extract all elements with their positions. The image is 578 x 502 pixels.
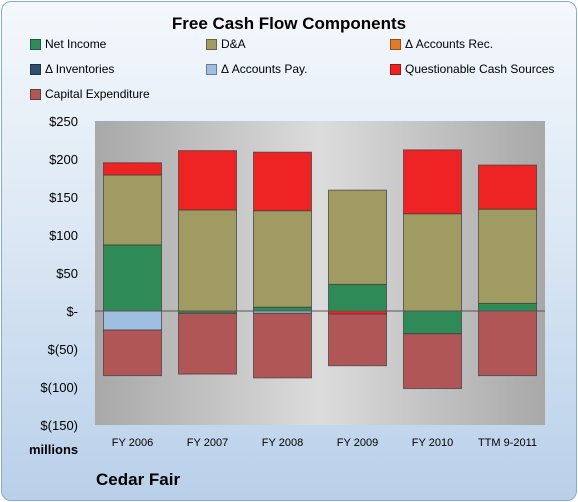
legend-item: Δ Inventories bbox=[30, 62, 114, 76]
x-tick-label: FY 2010 bbox=[412, 437, 453, 449]
legend-label: Δ Accounts Pay. bbox=[221, 62, 308, 76]
bar-segment bbox=[178, 312, 237, 375]
bar-segment bbox=[178, 150, 237, 211]
y-tick-label: $100 bbox=[49, 228, 78, 243]
company-name: Cedar Fair bbox=[96, 470, 181, 489]
legend-item: Net Income bbox=[30, 37, 106, 51]
legend-item: Δ Accounts Pay. bbox=[206, 62, 308, 76]
legend-item: D&A bbox=[206, 37, 246, 51]
legend-label: Δ Inventories bbox=[45, 62, 115, 76]
chart-title: Free Cash Flow Components bbox=[171, 14, 407, 33]
bar-segment bbox=[328, 310, 387, 367]
x-tick-label: FY 2007 bbox=[187, 437, 228, 449]
y-tick-label: $(100) bbox=[40, 380, 78, 395]
y-tick-label: $- bbox=[66, 304, 78, 319]
x-tick-label: FY 2006 bbox=[112, 437, 153, 449]
bar-segment bbox=[403, 213, 462, 312]
bar-segment bbox=[328, 189, 387, 285]
bar-segment bbox=[103, 329, 162, 377]
bar-segment bbox=[253, 210, 312, 308]
legend-label: D&A bbox=[221, 37, 246, 51]
bar-segment bbox=[253, 306, 312, 312]
legend-label: Δ Accounts Rec. bbox=[405, 37, 494, 51]
y-tick-label: $250 bbox=[49, 114, 78, 129]
bar-segment bbox=[103, 174, 162, 246]
bar-segment bbox=[478, 164, 537, 210]
bar-segment bbox=[103, 244, 162, 312]
bar-segment bbox=[253, 312, 312, 379]
bar-segment bbox=[478, 302, 537, 312]
bar-segment bbox=[403, 310, 462, 335]
legend-swatch bbox=[206, 38, 217, 50]
plot-area bbox=[95, 121, 545, 425]
bar-segment bbox=[178, 209, 237, 312]
legend-label: Questionable Cash Sources bbox=[405, 62, 555, 76]
legend-swatch bbox=[390, 63, 401, 75]
legend-item: Questionable Cash Sources bbox=[390, 62, 554, 76]
bar-segment bbox=[478, 208, 537, 304]
bar-segment bbox=[328, 283, 387, 312]
legend-swatch bbox=[390, 38, 401, 50]
x-tick-label: TTM 9-2011 bbox=[478, 437, 537, 449]
y-tick-label: $(150) bbox=[40, 418, 78, 433]
bar-segment bbox=[253, 151, 312, 212]
y-tick-label: $50 bbox=[56, 266, 78, 281]
legend-swatch bbox=[206, 63, 217, 75]
y-tick-label: $(50) bbox=[48, 342, 78, 357]
legend-item: Δ Accounts Rec. bbox=[390, 37, 493, 51]
bar-segment bbox=[103, 162, 162, 176]
x-tick-label: FY 2008 bbox=[262, 437, 303, 449]
legend-label: Capital Expenditure bbox=[45, 87, 150, 101]
legend-label: Net Income bbox=[45, 37, 107, 51]
legend-swatch bbox=[30, 38, 41, 50]
x-tick-label: FY 2009 bbox=[337, 437, 378, 449]
bar-segment bbox=[103, 310, 162, 331]
legend-item: Capital Expenditure bbox=[30, 87, 150, 101]
y-tick-label: $200 bbox=[49, 152, 78, 167]
legend-swatch bbox=[30, 88, 41, 100]
y-unit-label: millions bbox=[29, 442, 79, 457]
bar-segment bbox=[403, 149, 462, 215]
y-tick-label: $150 bbox=[49, 190, 78, 205]
bar-segment bbox=[403, 333, 462, 390]
bar-segment bbox=[478, 310, 537, 377]
legend-swatch bbox=[30, 63, 41, 75]
